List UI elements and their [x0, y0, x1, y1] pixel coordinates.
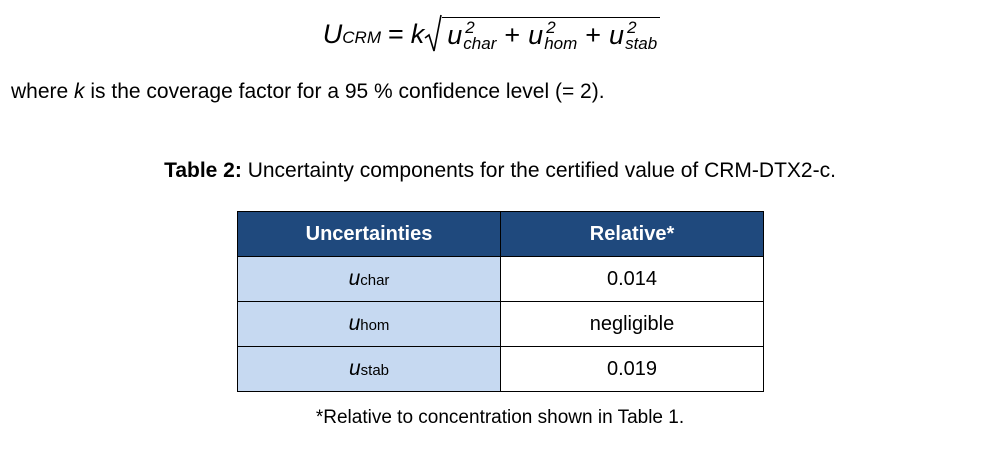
factor: k: [410, 18, 425, 49]
caption-text: Uncertainty components for the certified…: [241, 159, 836, 182]
radical: u 2 char + u 2 hom + u 2 stab: [424, 14, 661, 54]
plus: +: [585, 20, 602, 50]
footnote: *Relative to concentration shown in Tabl…: [315, 407, 685, 428]
term-sub: stab: [625, 34, 658, 53]
cell-sub: hom: [360, 317, 390, 334]
cell-base: u: [348, 312, 361, 335]
cell: uhom: [237, 301, 501, 347]
term-base: u: [609, 20, 625, 50]
term-sup: 2: [546, 18, 556, 37]
caption-label: Table 2:: [164, 159, 242, 182]
lhs-sub: CRM: [342, 28, 381, 47]
text: is the coverage factor for a 95 % confid…: [84, 80, 605, 103]
term-sup: 2: [465, 18, 475, 37]
term-base: u: [528, 20, 544, 50]
cell: uchar: [237, 256, 501, 302]
term-base: u: [447, 20, 463, 50]
radicand: u 2 char + u 2 hom + u 2 stab: [442, 17, 661, 53]
cell-sub: char: [360, 272, 390, 289]
cell: negligible: [500, 301, 764, 347]
cell-base: u: [348, 267, 361, 290]
term-sub: char: [463, 34, 497, 53]
text: where: [11, 80, 75, 103]
header-row: Uncertainties Relative*: [237, 211, 764, 257]
term-sup: 2: [627, 18, 637, 37]
text-italic: k: [74, 80, 85, 103]
row: uhom negligible: [237, 301, 764, 347]
header-cell: Relative*: [500, 211, 764, 257]
plus: +: [504, 20, 521, 50]
term: u 2 char: [447, 18, 497, 53]
table-body: uchar 0.014 uhom negligible ustab 0.019: [237, 256, 764, 392]
scripts: 2 hom: [544, 18, 578, 53]
lhs: U: [322, 18, 343, 49]
row: uchar 0.014: [237, 256, 764, 302]
term-sub: hom: [544, 34, 578, 53]
cell-base: u: [348, 357, 361, 380]
header-cell: Uncertainties: [237, 211, 501, 257]
equals: =: [387, 18, 404, 49]
table-caption: Table 2: Uncertainty components for the …: [0, 159, 983, 183]
row: ustab 0.019: [237, 346, 764, 392]
cell: 0.019: [500, 346, 764, 392]
term: u 2 stab: [609, 18, 658, 53]
paragraph: where k is the coverage factor for a 95 …: [11, 80, 605, 104]
radical-sign: [424, 14, 443, 52]
scripts: 2 stab: [625, 18, 658, 53]
formula: U CRM = k u 2 char + u 2 hom + u 2 stab: [0, 14, 983, 54]
table: Uncertainties Relative* uchar 0.014 uhom ne…: [237, 211, 764, 392]
cell: ustab: [237, 346, 501, 392]
cell: 0.014: [500, 256, 764, 302]
scripts: 2 char: [463, 18, 497, 53]
term: u 2 hom: [528, 18, 578, 53]
cell-sub: stab: [360, 362, 390, 379]
